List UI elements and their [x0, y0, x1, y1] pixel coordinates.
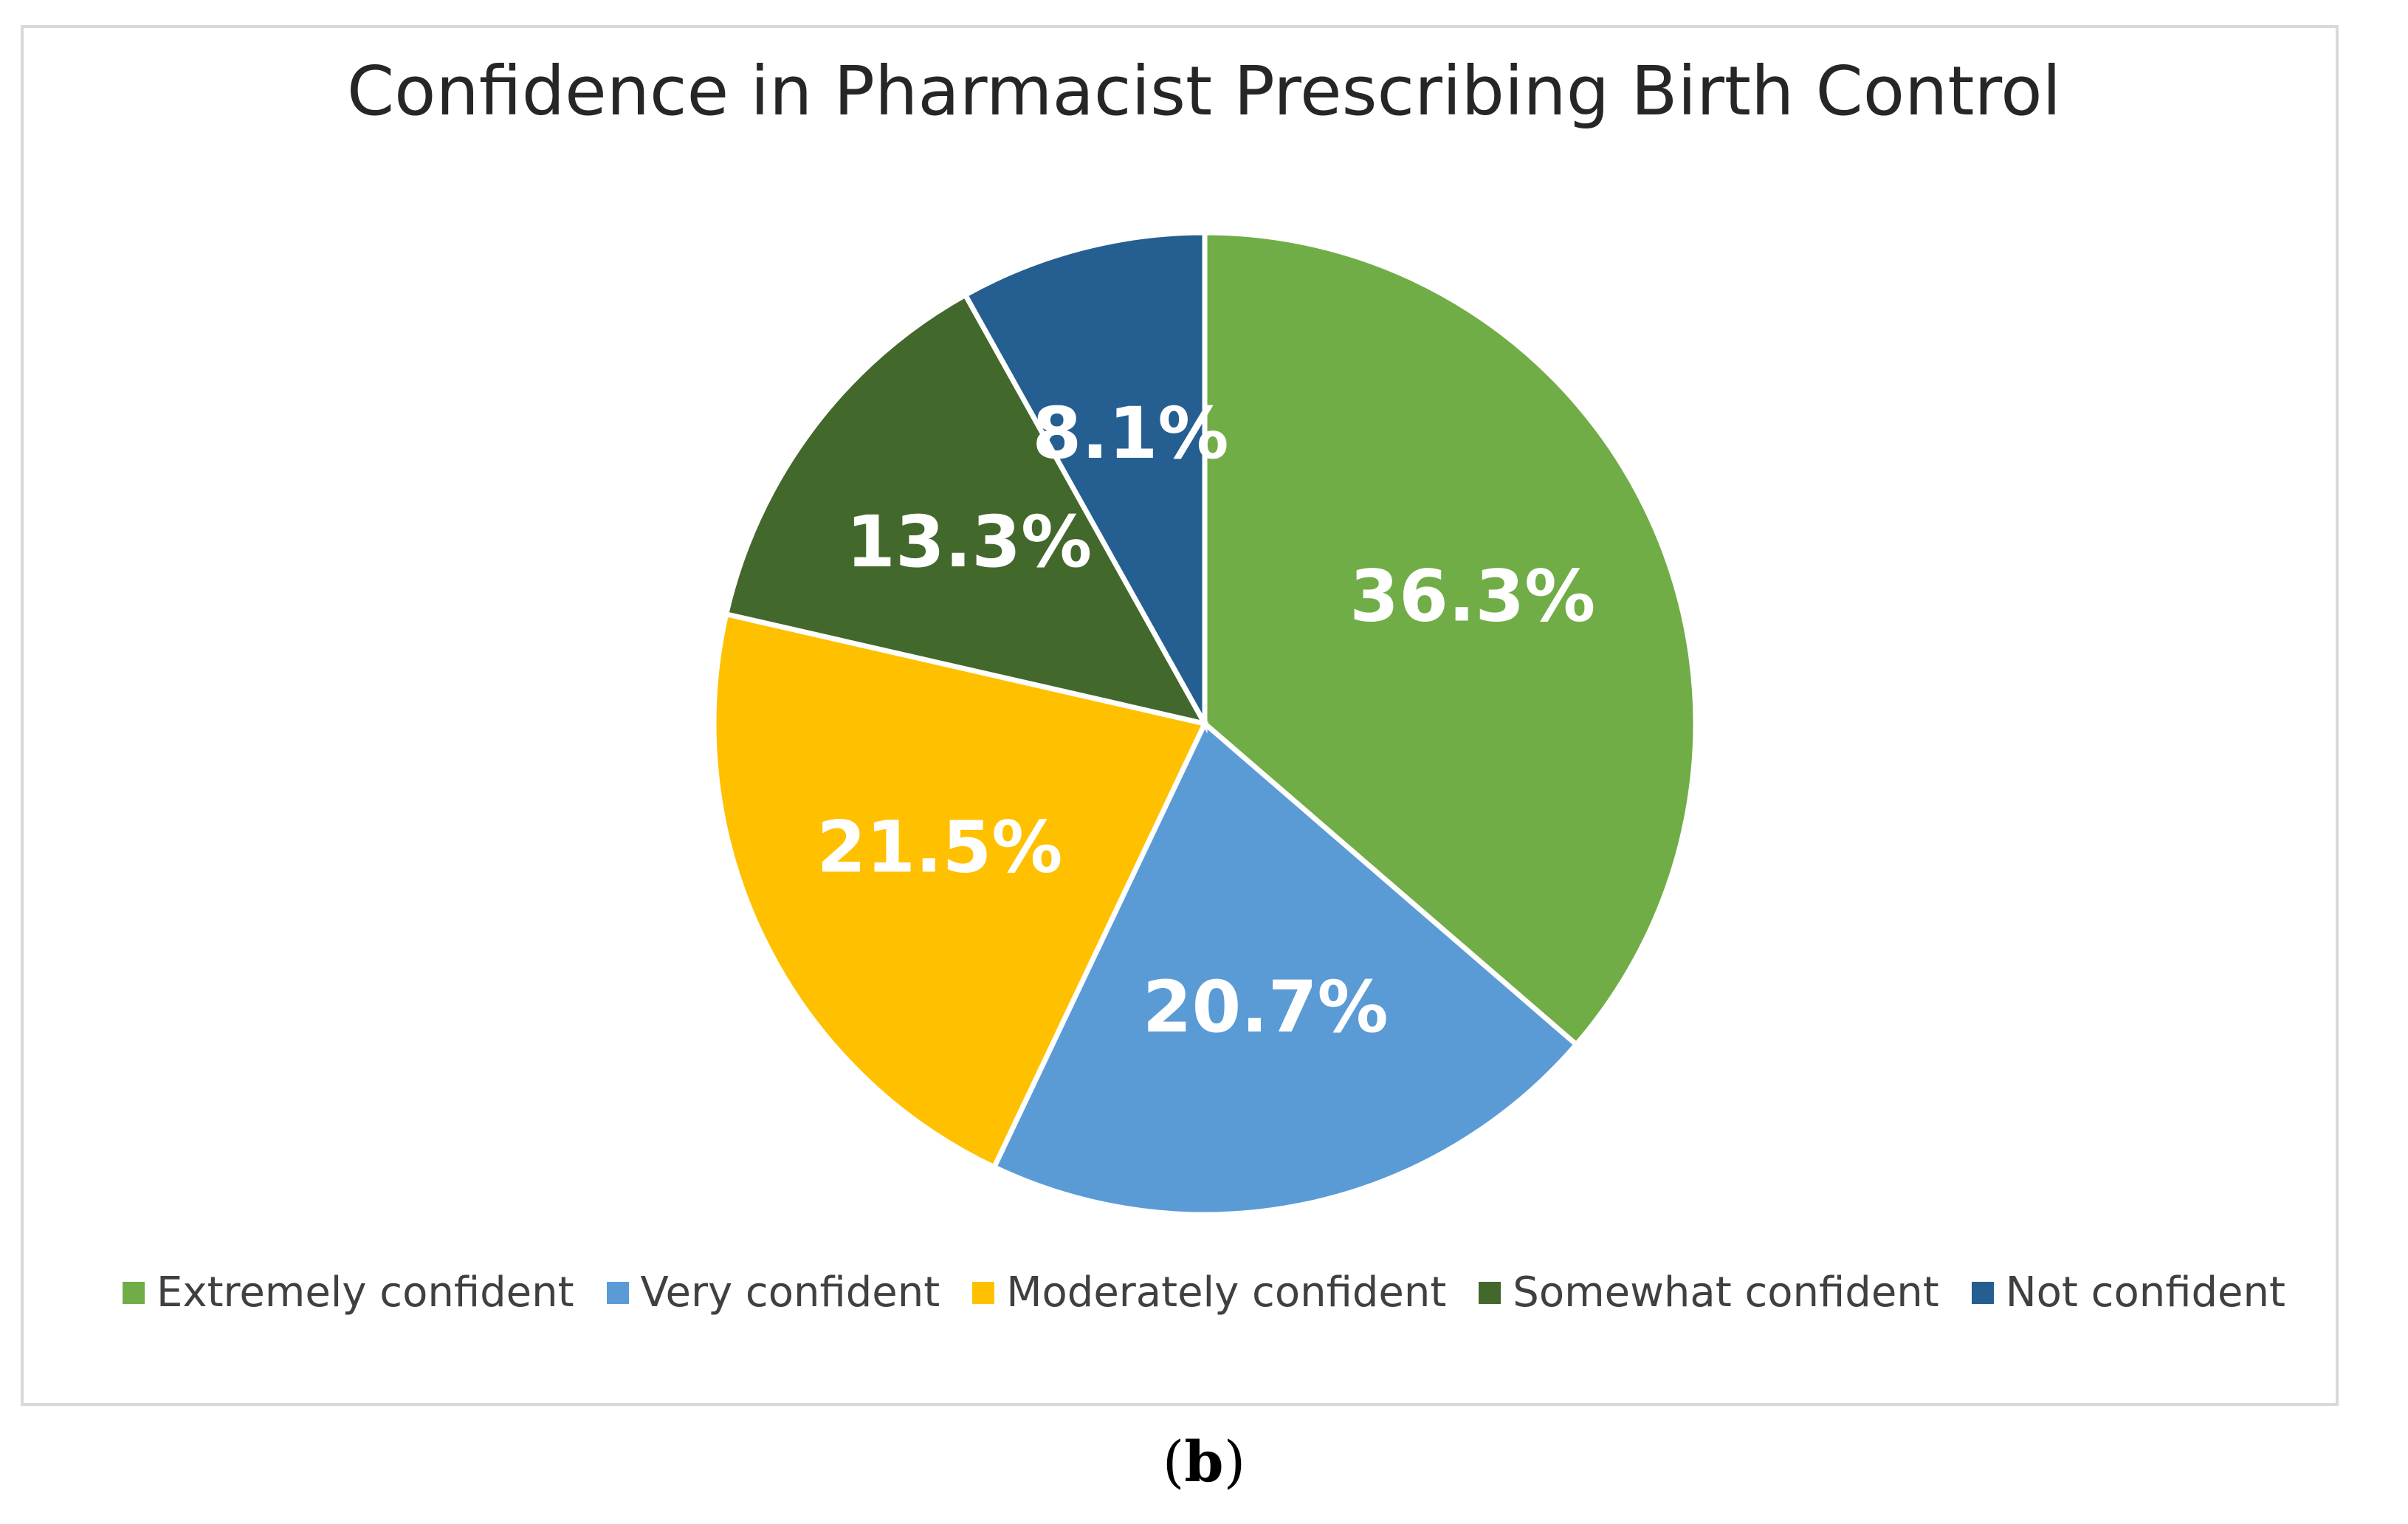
legend-item-very-confident: Very confident — [606, 1269, 940, 1317]
pie-slice-extremely-confident — [1202, 230, 1699, 1048]
legend-swatch — [1479, 1281, 1501, 1304]
pie-slice-not-confident — [961, 230, 1208, 734]
legend-swatch — [123, 1281, 145, 1304]
legend-swatch — [606, 1281, 629, 1304]
legend-swatch — [972, 1281, 995, 1304]
legend-label: Very confident — [640, 1269, 940, 1317]
data-label-somewhat-confident: 13.3% — [846, 501, 1092, 583]
legend-label: Not confident — [2005, 1269, 2285, 1317]
data-label-very-confident: 20.7% — [1143, 966, 1389, 1048]
pie-slice-very-confident — [991, 719, 1580, 1218]
pie-slice-moderately-confident — [711, 611, 1209, 1171]
legend-label: Moderately confident — [1006, 1269, 1447, 1317]
data-label-moderately-confident: 21.5% — [816, 806, 1062, 888]
legend-item-moderately-confident: Moderately confident — [972, 1269, 1446, 1317]
legend-swatch — [1971, 1281, 1994, 1304]
legend-item-extremely-confident: Extremely confident — [123, 1269, 574, 1317]
pie-slice-somewhat-confident — [723, 291, 1210, 728]
legend-label: Somewhat confident — [1513, 1269, 1939, 1317]
figure-caption: (b) — [1162, 1429, 1246, 1494]
caption-letter: b — [1184, 1429, 1224, 1494]
legend-item-somewhat-confident: Somewhat confident — [1479, 1269, 1939, 1317]
chart-title: Confidence in Pharmacist Prescribing Bir… — [346, 52, 2062, 131]
data-label-extremely-confident: 36.3% — [1349, 555, 1595, 637]
data-label-not-confident: 8.1% — [1032, 392, 1228, 475]
chart-legend: Extremely confident Very confident Moderat… — [0, 1269, 2408, 1317]
legend-item-not-confident: Not confident — [1971, 1269, 2285, 1317]
legend-label: Extremely confident — [156, 1269, 574, 1317]
